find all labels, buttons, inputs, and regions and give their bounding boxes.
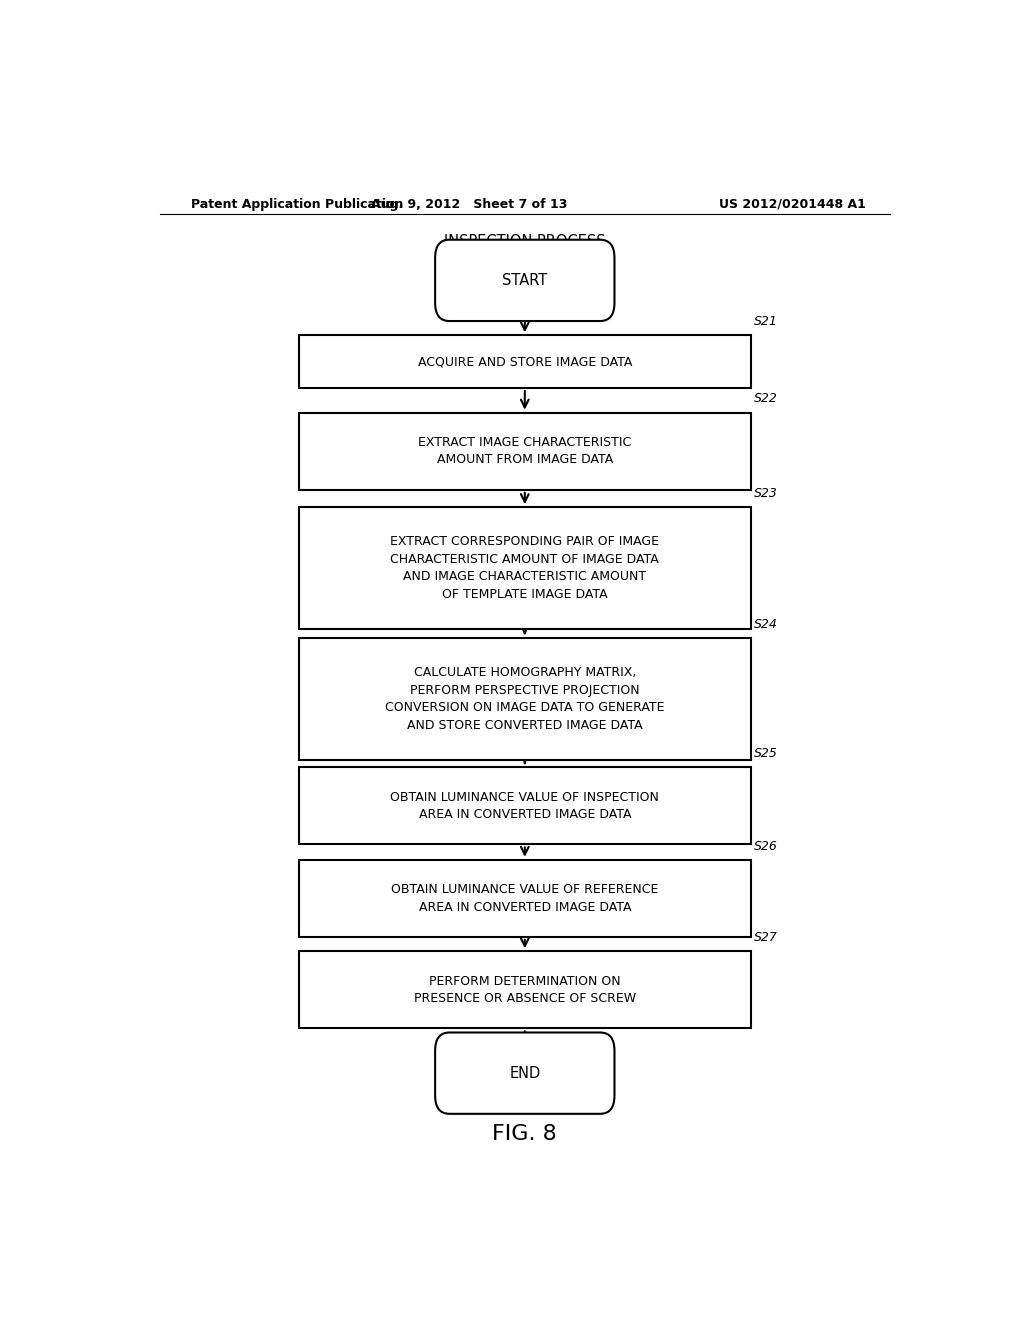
- Text: S24: S24: [754, 618, 778, 631]
- Text: OBTAIN LUMINANCE VALUE OF REFERENCE
AREA IN CONVERTED IMAGE DATA: OBTAIN LUMINANCE VALUE OF REFERENCE AREA…: [391, 883, 658, 913]
- Bar: [299, 335, 751, 388]
- FancyBboxPatch shape: [435, 1032, 614, 1114]
- Text: OBTAIN LUMINANCE VALUE OF INSPECTION
AREA IN CONVERTED IMAGE DATA: OBTAIN LUMINANCE VALUE OF INSPECTION ARE…: [390, 791, 659, 821]
- Text: EXTRACT CORRESPONDING PAIR OF IMAGE
CHARACTERISTIC AMOUNT OF IMAGE DATA
AND IMAG: EXTRACT CORRESPONDING PAIR OF IMAGE CHAR…: [390, 535, 659, 601]
- Text: US 2012/0201448 A1: US 2012/0201448 A1: [719, 198, 866, 211]
- Bar: [299, 413, 751, 490]
- Text: S22: S22: [754, 392, 778, 405]
- Text: S21: S21: [754, 315, 778, 329]
- Text: S26: S26: [754, 840, 778, 853]
- Bar: [299, 952, 751, 1028]
- Text: PERFORM DETERMINATION ON
PRESENCE OR ABSENCE OF SCREW: PERFORM DETERMINATION ON PRESENCE OR ABS…: [414, 974, 636, 1005]
- Bar: [299, 859, 751, 937]
- Text: FIG. 8: FIG. 8: [493, 1125, 557, 1144]
- Bar: [299, 767, 751, 845]
- Text: INSPECTION PROCESS: INSPECTION PROCESS: [444, 234, 605, 249]
- Text: S27: S27: [754, 931, 778, 944]
- Bar: [299, 507, 751, 630]
- Text: Patent Application Publication: Patent Application Publication: [191, 198, 403, 211]
- Text: S25: S25: [754, 747, 778, 760]
- FancyBboxPatch shape: [435, 240, 614, 321]
- Text: START: START: [502, 273, 548, 288]
- Text: EXTRACT IMAGE CHARACTERISTIC
AMOUNT FROM IMAGE DATA: EXTRACT IMAGE CHARACTERISTIC AMOUNT FROM…: [418, 436, 632, 466]
- Text: ACQUIRE AND STORE IMAGE DATA: ACQUIRE AND STORE IMAGE DATA: [418, 355, 632, 368]
- Text: Aug. 9, 2012   Sheet 7 of 13: Aug. 9, 2012 Sheet 7 of 13: [371, 198, 567, 211]
- Text: S23: S23: [754, 487, 778, 500]
- Text: CALCULATE HOMOGRAPHY MATRIX,
PERFORM PERSPECTIVE PROJECTION
CONVERSION ON IMAGE : CALCULATE HOMOGRAPHY MATRIX, PERFORM PER…: [385, 667, 665, 731]
- Bar: [299, 638, 751, 760]
- Text: END: END: [509, 1065, 541, 1081]
